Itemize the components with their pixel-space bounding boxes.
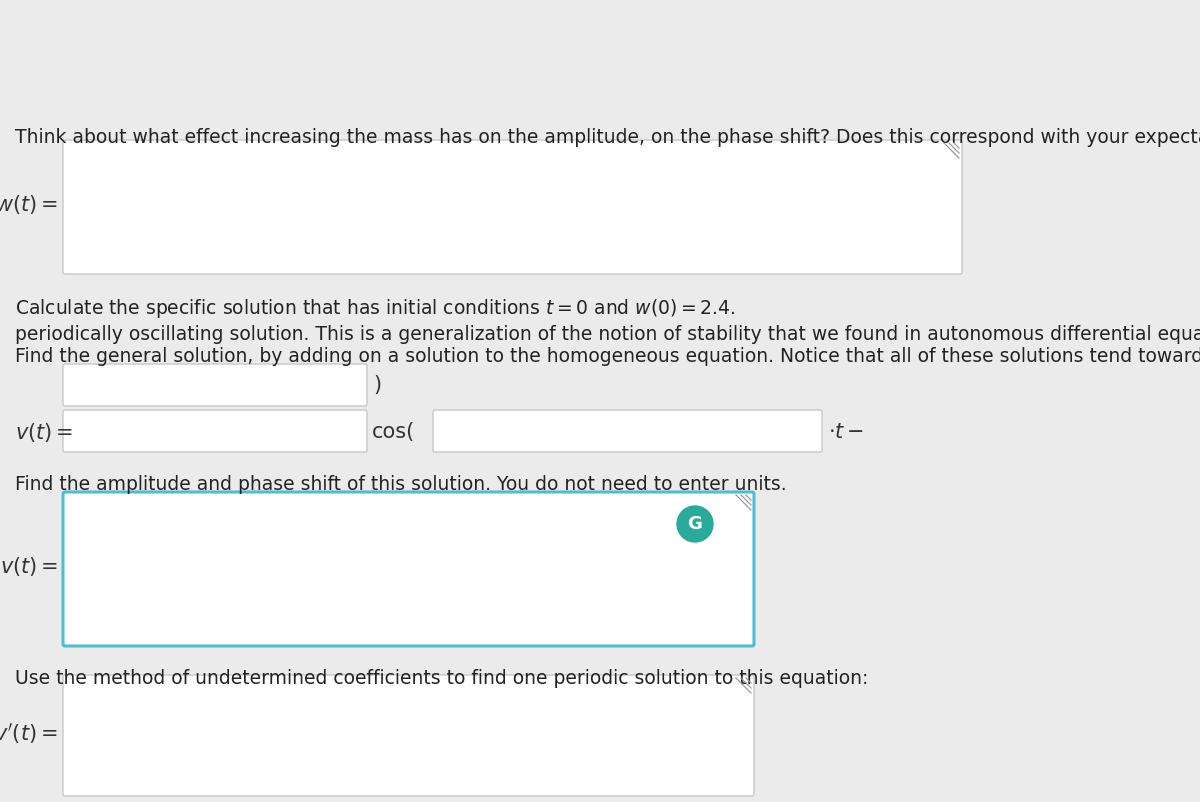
Text: $w(t) =$: $w(t) =$ <box>0 193 58 217</box>
FancyBboxPatch shape <box>64 410 367 452</box>
FancyBboxPatch shape <box>64 140 962 274</box>
Text: $v(t) =$: $v(t) =$ <box>14 420 73 444</box>
Text: G: G <box>688 515 702 533</box>
Text: $v'(t) =$: $v'(t) =$ <box>0 722 58 747</box>
Text: Find the amplitude and phase shift of this solution. You do not need to enter un: Find the amplitude and phase shift of th… <box>14 475 787 494</box>
FancyBboxPatch shape <box>433 410 822 452</box>
Text: cos(: cos( <box>372 422 415 442</box>
Text: periodically oscillating solution. This is a generalization of the notion of sta: periodically oscillating solution. This … <box>14 325 1200 344</box>
Text: Find the general solution, by adding on a solution to the homogeneous equation. : Find the general solution, by adding on … <box>14 347 1200 366</box>
Text: Calculate the specific solution that has initial conditions $t = 0$ and $w(0) = : Calculate the specific solution that has… <box>14 297 736 320</box>
Circle shape <box>677 506 713 542</box>
Text: Think about what effect increasing the mass has on the amplitude, on the phase s: Think about what effect increasing the m… <box>14 128 1200 147</box>
FancyBboxPatch shape <box>64 675 754 796</box>
Text: $v(t) =$: $v(t) =$ <box>0 556 58 578</box>
Text: ): ) <box>373 375 382 395</box>
FancyBboxPatch shape <box>64 364 367 406</box>
Text: Use the method of undetermined coefficients to find one periodic solution to thi: Use the method of undetermined coefficie… <box>14 669 869 688</box>
Text: $\cdot t-$: $\cdot t-$ <box>828 422 864 442</box>
FancyBboxPatch shape <box>64 492 754 646</box>
